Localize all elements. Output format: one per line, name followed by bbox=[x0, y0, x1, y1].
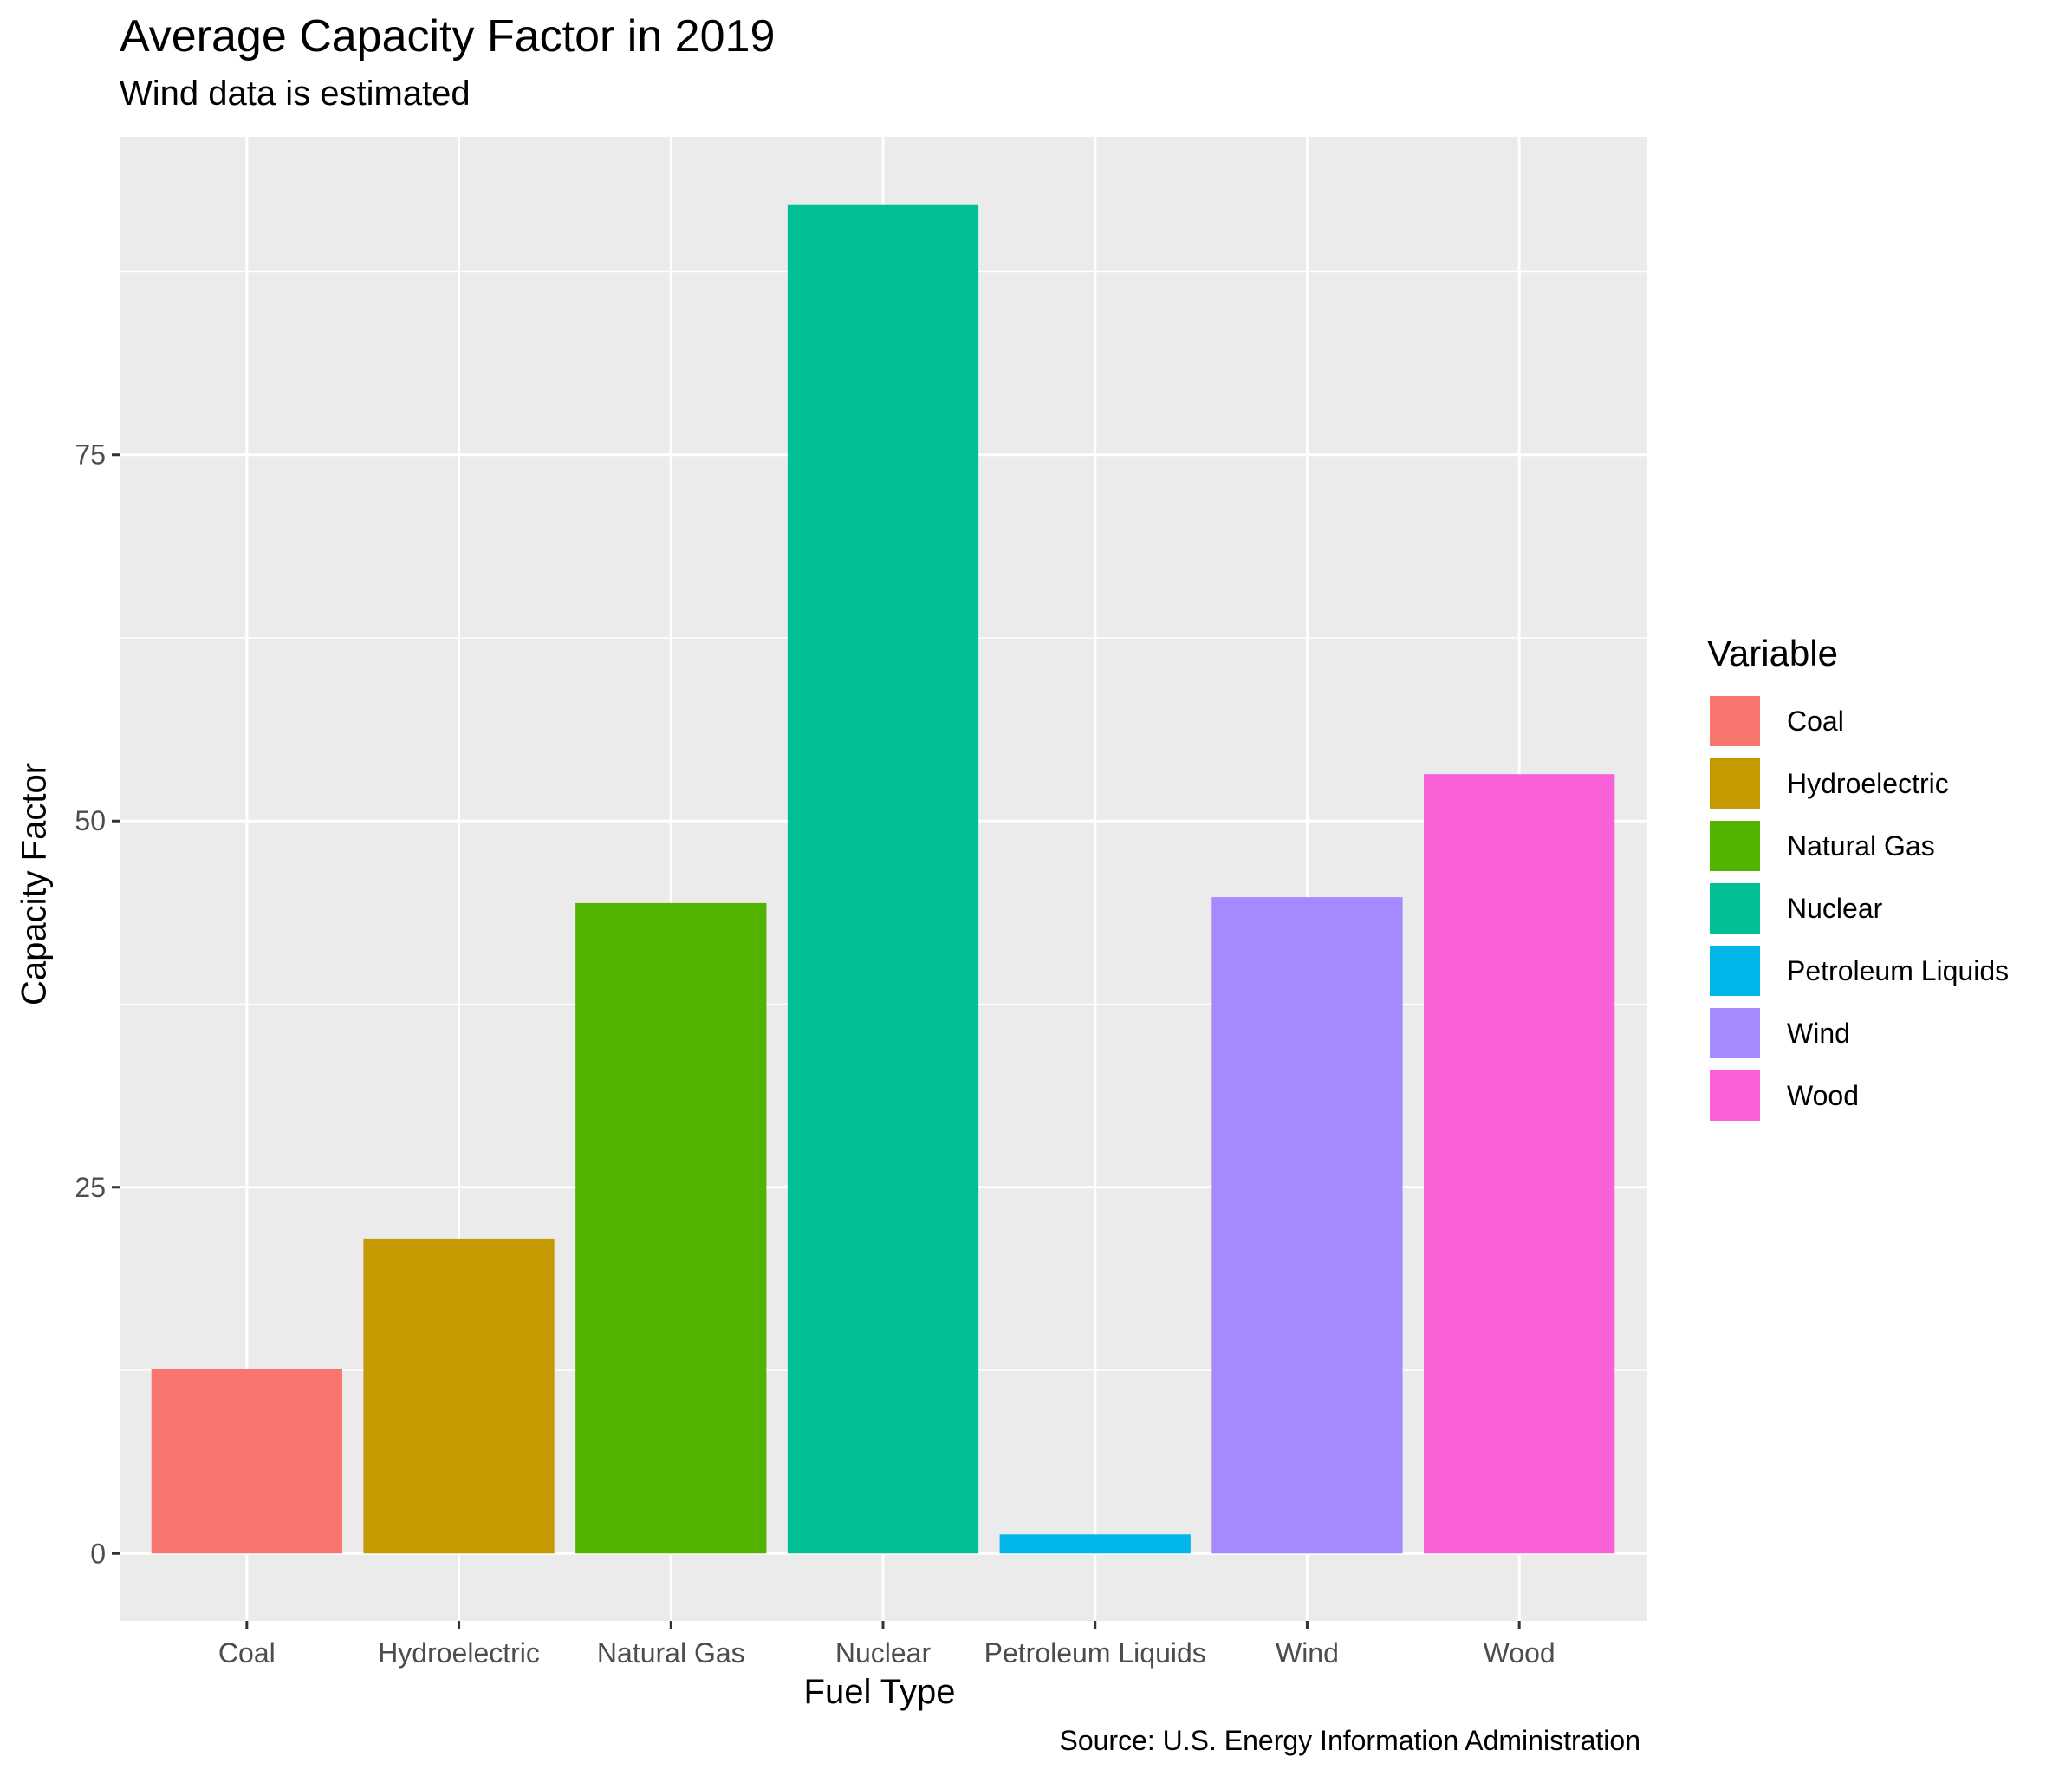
x-tick-label: Hydroelectric bbox=[378, 1637, 540, 1669]
legend-label: Wind bbox=[1787, 1017, 1850, 1049]
y-axis: 0 25 50 75 bbox=[75, 439, 120, 1569]
legend-key bbox=[1707, 1005, 1763, 1061]
legend-item: Wind bbox=[1707, 1002, 2009, 1064]
bar-coal bbox=[151, 1369, 342, 1554]
legend-key bbox=[1707, 693, 1763, 749]
bar-wood bbox=[1424, 774, 1615, 1554]
x-tick-label: Wind bbox=[1276, 1637, 1339, 1669]
legend-title: Variable bbox=[1707, 633, 1838, 673]
legend-item: Nuclear bbox=[1707, 877, 2009, 940]
legend-label: Natural Gas bbox=[1787, 829, 1935, 862]
x-tick-label: Natural Gas bbox=[597, 1637, 745, 1669]
bar-natural-gas bbox=[575, 902, 767, 1554]
legend-key bbox=[1707, 1068, 1763, 1123]
legend-label: Nuclear bbox=[1787, 892, 1883, 924]
x-axis-label: Fuel Type bbox=[803, 1673, 956, 1711]
chart-caption: Source: U.S. Energy Information Administ… bbox=[1059, 1725, 1640, 1756]
legend-label: Hydroelectric bbox=[1787, 767, 1949, 799]
bar-nuclear bbox=[787, 204, 979, 1554]
legend-label: Petroleum Liquids bbox=[1787, 954, 2010, 986]
legend-item: Petroleum Liquids bbox=[1707, 940, 2009, 1002]
legend-item: Hydroelectric bbox=[1707, 752, 2009, 815]
legend: Variable Coal Hydroelectric Natural Gas Nuc… bbox=[1707, 633, 2009, 1127]
x-axis: Coal Hydroelectric Natural Gas Nuclear Petro… bbox=[218, 1621, 1556, 1669]
bars bbox=[151, 204, 1615, 1554]
x-tick-label: Coal bbox=[218, 1637, 276, 1669]
legend-key bbox=[1707, 943, 1763, 999]
legend-item: Natural Gas bbox=[1707, 815, 2009, 877]
y-axis-label: Capacity Factor bbox=[15, 762, 54, 1006]
y-tick-label: 25 bbox=[75, 1172, 106, 1203]
x-tick-label: Wood bbox=[1484, 1637, 1556, 1669]
legend-item: Coal bbox=[1707, 690, 2009, 752]
legend-items: Coal Hydroelectric Natural Gas Nuclear Petro… bbox=[1707, 690, 2009, 1127]
y-tick-label: 75 bbox=[75, 439, 106, 471]
legend-label: Wood bbox=[1787, 1079, 1860, 1111]
x-tick-label: Nuclear bbox=[835, 1637, 932, 1669]
legend-key bbox=[1707, 756, 1763, 811]
legend-key bbox=[1707, 818, 1763, 874]
y-tick-label: 50 bbox=[75, 805, 106, 836]
chart-subtitle: Wind data is estimated bbox=[120, 75, 471, 113]
bar-wind bbox=[1211, 897, 1403, 1554]
legend-label: Coal bbox=[1787, 705, 1844, 737]
x-tick-label: Petroleum Liquids bbox=[984, 1637, 1206, 1669]
legend-item: Wood bbox=[1707, 1064, 2009, 1127]
chart-title: Average Capacity Factor in 2019 bbox=[120, 11, 776, 62]
y-tick-label: 0 bbox=[90, 1538, 106, 1569]
legend-key bbox=[1707, 881, 1763, 936]
bar-hydroelectric bbox=[363, 1238, 555, 1554]
bar-petroleum-liquids bbox=[999, 1534, 1191, 1554]
